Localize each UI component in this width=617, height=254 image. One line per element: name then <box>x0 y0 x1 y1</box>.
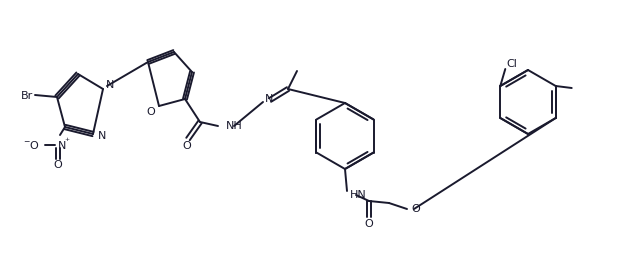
Text: NH: NH <box>226 121 242 131</box>
Text: $^{+}$: $^{+}$ <box>64 136 70 145</box>
Text: N: N <box>98 131 106 140</box>
Text: O: O <box>365 218 373 228</box>
Text: Br: Br <box>21 91 33 101</box>
Text: $^{-}$O: $^{-}$O <box>23 138 40 150</box>
Text: N: N <box>265 94 273 104</box>
Text: O: O <box>411 203 420 213</box>
Text: HN: HN <box>350 189 366 199</box>
Text: O: O <box>54 159 62 169</box>
Text: N: N <box>58 140 67 150</box>
Text: Cl: Cl <box>507 59 517 69</box>
Text: N: N <box>106 80 114 90</box>
Text: O: O <box>183 140 191 150</box>
Text: O: O <box>147 107 155 117</box>
